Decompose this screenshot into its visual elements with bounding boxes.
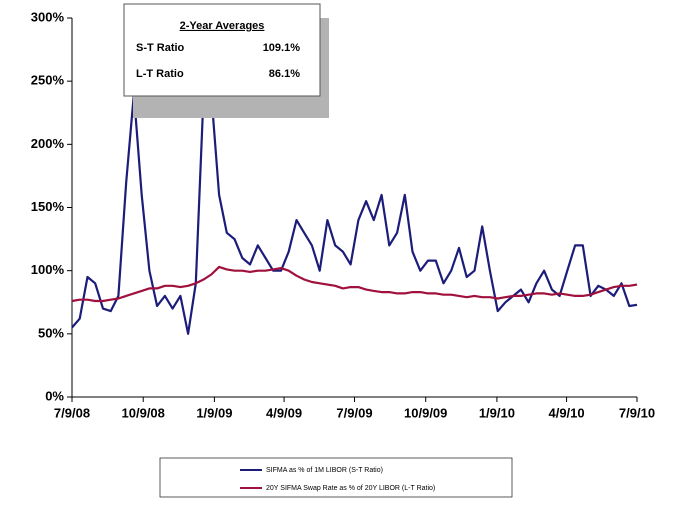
y-tick-label: 200% xyxy=(31,136,65,151)
inset-label: L-T Ratio xyxy=(136,68,184,80)
series-line xyxy=(71,265,638,303)
y-tick-label: 50% xyxy=(38,325,64,340)
legend-label: 20Y SIFMA Swap Rate as % of 20Y LIBOR (L… xyxy=(266,485,435,492)
inset-box xyxy=(123,3,321,97)
legend xyxy=(159,457,513,498)
x-tick-label: 7/9/10 xyxy=(619,405,655,420)
y-tick-label: 150% xyxy=(31,199,65,214)
x-tick-label: 7/9/08 xyxy=(54,405,90,420)
x-tick-label: 10/9/09 xyxy=(404,405,447,420)
x-tick-label: 1/9/09 xyxy=(196,405,232,420)
x-tick-label: 4/9/09 xyxy=(266,405,302,420)
x-tick-label: 4/9/10 xyxy=(548,405,584,420)
y-tick-label: 300% xyxy=(31,9,65,24)
y-tick-label: 0% xyxy=(45,388,64,403)
y-tick-label: 250% xyxy=(31,73,65,88)
inset-title: 2-Year Averages xyxy=(180,20,265,32)
inset-value: 109.1% xyxy=(263,42,301,54)
inset-value: 86.1% xyxy=(269,68,300,80)
x-tick-label: 10/9/08 xyxy=(122,405,165,420)
series-line xyxy=(71,92,638,335)
x-tick-label: 7/9/09 xyxy=(336,405,372,420)
plot-area: 0% 50% 100% 150% 200% 250% 300% 7/9/08 10/9/08 1/… xyxy=(31,9,655,420)
y-tick-label: 100% xyxy=(31,262,65,277)
x-tick-label: 1/9/10 xyxy=(479,405,515,420)
inset-label: S-T Ratio xyxy=(136,42,185,54)
legend-label: SIFMA as % of 1M LIBOR (S-T Ratio) xyxy=(266,467,383,474)
